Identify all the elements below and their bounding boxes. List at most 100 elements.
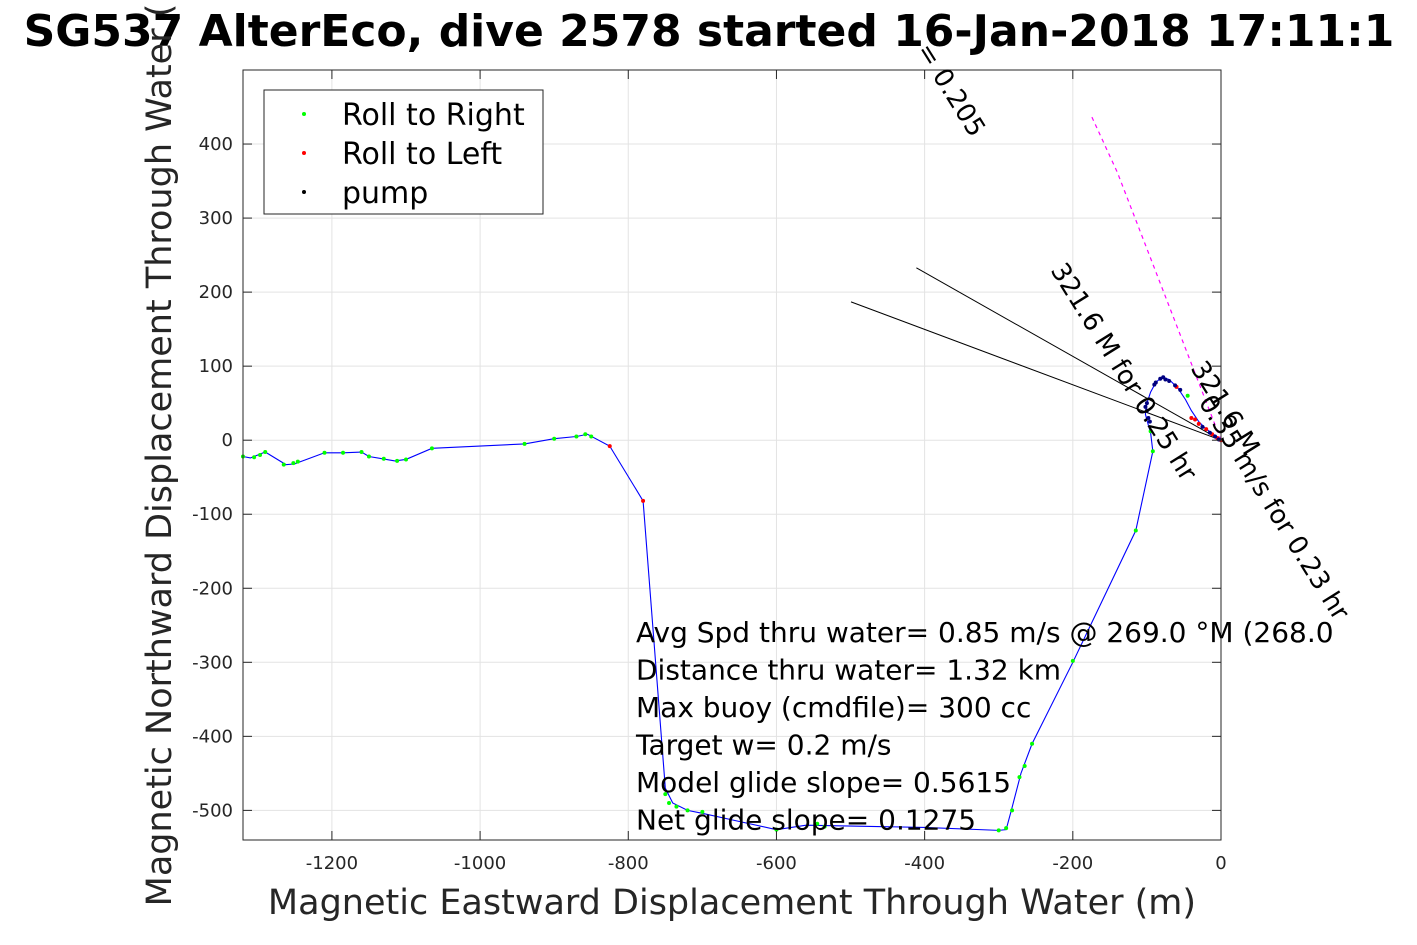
pump-point: [1144, 401, 1149, 406]
roll-to-right-point: [359, 450, 364, 455]
roll-to-right-point: [381, 456, 386, 461]
chart-title: SG537 AlterEco, dive 2578 started 16-Jan…: [24, 6, 1395, 57]
roll-to-left-point: [1196, 421, 1201, 426]
annotation-line: Net glide slope= 0.1275: [636, 804, 976, 837]
roll-to-right-point: [404, 457, 408, 462]
legend-box: [263, 89, 544, 215]
pump-point: [1163, 377, 1168, 382]
pump-point: [1207, 430, 1212, 435]
plot-frame: [242, 69, 1222, 841]
roll-to-right-point: [822, 824, 827, 829]
legend-marker-roll-to-right: [302, 112, 306, 116]
y-tick-label: -200: [192, 578, 233, 599]
axis-ticks: -1200 -1000 -800 -600 -400 -200 0-500-400-300-…: [192, 70, 1227, 874]
annotation-line: Distance thru water= 1.32 km: [636, 654, 1061, 687]
roll-to-right-point: [1017, 775, 1022, 780]
roll-to-right-point: [295, 459, 300, 464]
roll-to-right-point: [663, 792, 668, 797]
roll-to-right-point: [589, 434, 594, 439]
roll-to-right-point: [281, 462, 286, 467]
legend-marker-pump: [302, 190, 306, 194]
roll-to-left-point: [1204, 427, 1209, 432]
annotation-line: Avg Spd thru water= 0.85 m/s @ 269.0 °M …: [636, 616, 1334, 649]
y-tick-label: -500: [192, 800, 233, 821]
roll-to-right-point: [1022, 763, 1027, 768]
pump-point: [1146, 415, 1151, 420]
y-tick-label: -300: [192, 652, 233, 673]
y-tick-label: 200: [199, 282, 233, 303]
roll-to-right-point: [252, 455, 257, 460]
roll-to-right-point: [700, 809, 705, 814]
y-tick-label: 400: [199, 134, 233, 155]
roll-to-right-point: [574, 434, 579, 439]
pump-point: [1147, 419, 1152, 424]
annotation-line: Max buoy (cmdfile)= 300 cc: [636, 691, 1031, 724]
roll-to-right-point: [815, 821, 820, 826]
pump-point: [1167, 378, 1172, 383]
legend-label: pump: [342, 176, 428, 211]
roll-to-right-point: [322, 450, 327, 455]
roll-to-right-point: [1185, 393, 1190, 398]
roll-to-right-point: [341, 450, 346, 455]
roll-to-left-point: [1189, 415, 1194, 420]
roll-to-right-point: [996, 828, 1001, 833]
roll-to-right-point: [552, 436, 557, 441]
roll-to-right-point: [1133, 528, 1138, 533]
roll-to-right-point: [1070, 658, 1075, 663]
guide-line: [850, 301, 1222, 441]
legend: Roll to Right Roll to Left pump: [263, 89, 544, 215]
x-tick-label: -400: [904, 853, 945, 874]
y-tick-label: -400: [192, 726, 233, 747]
x-tick-label: -1000: [454, 853, 506, 874]
roll-to-right-point: [583, 432, 588, 437]
roll-to-right-point: [1004, 826, 1009, 831]
roll-to-right-point: [1150, 449, 1155, 454]
guide-line: [916, 267, 1222, 441]
roll-to-right-point: [522, 441, 527, 446]
x-tick-label: -800: [608, 853, 649, 874]
pump-point: [1173, 383, 1178, 388]
current-track: [1090, 115, 1222, 441]
roll-to-right-point: [263, 450, 268, 455]
x-tick-label: -1200: [306, 853, 358, 874]
roll-to-right-point: [291, 461, 296, 466]
roll-to-right-point: [1030, 741, 1035, 746]
legend-marker-roll-to-left: [302, 151, 306, 155]
legend-label: Roll to Right: [342, 98, 525, 133]
y-tick-label: 0: [222, 430, 233, 451]
y-tick-label: 100: [199, 356, 233, 377]
roll-to-right-point: [774, 827, 779, 832]
roll-to-right-point: [429, 446, 434, 451]
x-tick-label: -600: [756, 853, 797, 874]
y-tick-label: 300: [199, 208, 233, 229]
roll-to-right-point: [258, 453, 263, 457]
pump-point: [1213, 434, 1218, 439]
annotation-line: Model glide slope= 0.5615: [636, 766, 1011, 799]
roll-to-right-point: [366, 454, 371, 459]
y-tick-label: -100: [192, 504, 233, 525]
current-line: [1090, 115, 1222, 441]
roll-to-right-point: [395, 458, 400, 463]
guide-lines: [850, 267, 1222, 441]
roll-to-left-point: [607, 444, 612, 449]
x-axis-label: Magnetic Eastward Displacement Through W…: [268, 883, 1196, 923]
pump-point: [1143, 404, 1148, 409]
legend-label: Roll to Left: [342, 137, 502, 172]
roll-to-right-point: [1010, 808, 1015, 813]
annotation-block: Avg Spd thru water= 0.85 m/s @ 269.0 °M …: [635, 616, 1334, 837]
x-tick-label: 0: [1215, 853, 1226, 874]
pump-point: [1200, 424, 1205, 429]
roll-to-right-point: [674, 804, 679, 809]
x-tick-label: -200: [1052, 853, 1093, 874]
pump-point: [1178, 387, 1183, 392]
roll-to-right-point: [667, 800, 672, 805]
roll-to-left-point: [641, 498, 646, 503]
y-axis-label: Magnetic Northward Displacement Through …: [140, 4, 180, 907]
pump-point: [1153, 380, 1158, 385]
roll-to-left-point: [1193, 417, 1198, 422]
roll-to-right-point: [1148, 429, 1153, 434]
annotation-line: Target w= 0.2 m/s: [635, 729, 892, 762]
pump-point: [1144, 408, 1149, 413]
pump-point: [1158, 376, 1163, 381]
